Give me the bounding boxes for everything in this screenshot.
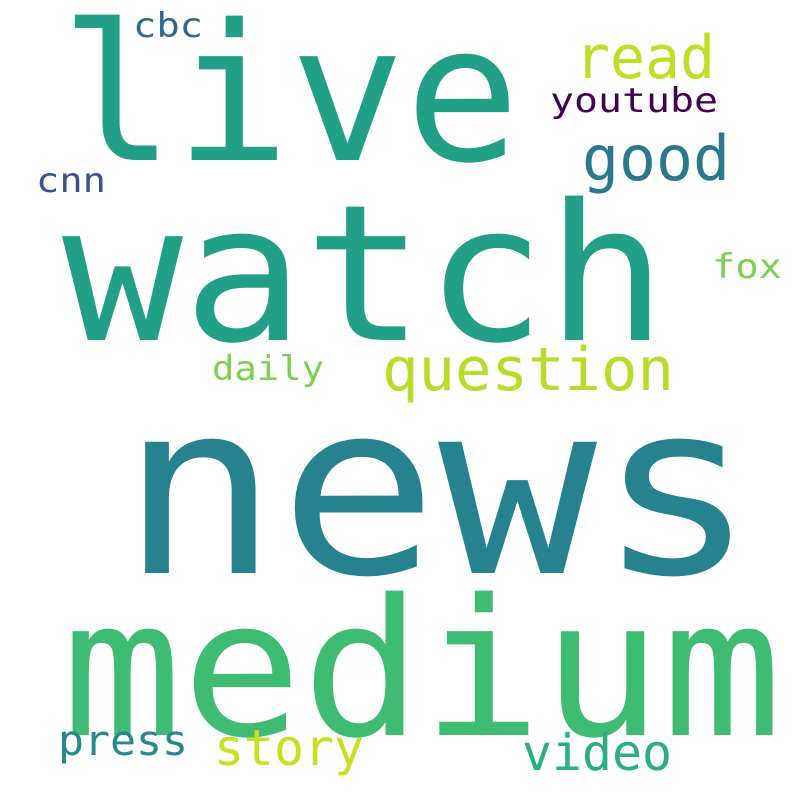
word-video: video [522, 724, 672, 782]
word-fox: fox [712, 247, 782, 287]
word-press: press [58, 716, 188, 765]
word-youtube: youtube [550, 81, 718, 121]
word-question: question [382, 335, 674, 405]
word-news: news [120, 350, 756, 630]
word-daily: daily [212, 349, 324, 389]
word-cbc: cbc [133, 6, 203, 46]
word-read: read [575, 23, 715, 93]
word-medium: medium [62, 559, 782, 780]
word-live: live [60, 0, 520, 205]
word-cnn: cnn [36, 161, 106, 201]
word-story: story [214, 719, 364, 777]
word-watch: watch [62, 164, 667, 385]
word-good: good [582, 122, 730, 195]
